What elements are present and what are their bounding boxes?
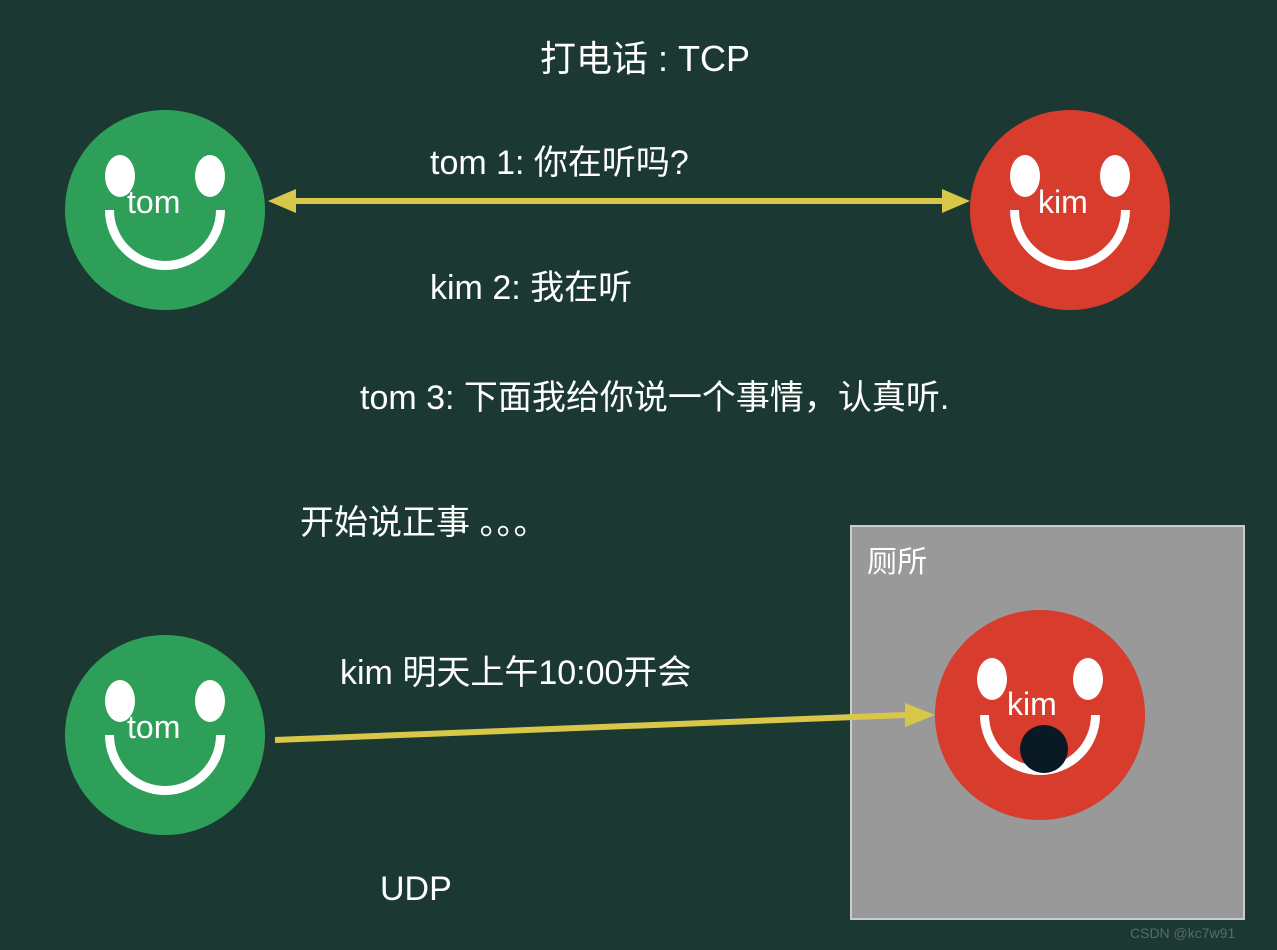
arrow-head-left-icon [268, 189, 296, 213]
udp-label: UDP [380, 870, 452, 909]
tom-face-udp: tom [65, 635, 265, 835]
kim-face-tcp: kim [970, 110, 1170, 310]
kim-label: kim [1007, 686, 1057, 723]
eye-icon [1100, 155, 1130, 197]
toilet-label: 厕所 [867, 537, 927, 581]
dark-spot-icon [1020, 725, 1068, 773]
udp-arrow [265, 700, 945, 750]
eye-icon [977, 658, 1007, 700]
eye-icon [1010, 155, 1040, 197]
eye-icon [195, 155, 225, 197]
tom-face-tcp: tom [65, 110, 265, 310]
kim-face-udp: kim [935, 610, 1145, 820]
tcp-message-3: tom 3: 下面我给你说一个事情，认真听. [360, 370, 949, 419]
tcp-continue-text: 开始说正事 。。。 [300, 495, 547, 544]
tcp-message-2: kim 2: 我在听 [430, 260, 632, 309]
tcp-message-1: tom 1: 你在听吗? [430, 135, 689, 184]
arrow-head-right-icon [942, 189, 970, 213]
eye-icon [195, 680, 225, 722]
tcp-arrow [295, 198, 945, 204]
diagram-title: 打电话 : TCP [540, 30, 750, 82]
watermark: CSDN @kc7w91 [1130, 925, 1235, 941]
udp-message: kim 明天上午10:00开会 [340, 645, 691, 694]
tom-label: tom [127, 184, 180, 221]
kim-label: kim [1038, 184, 1088, 221]
tom-label: tom [127, 709, 180, 746]
eye-icon [1073, 658, 1103, 700]
